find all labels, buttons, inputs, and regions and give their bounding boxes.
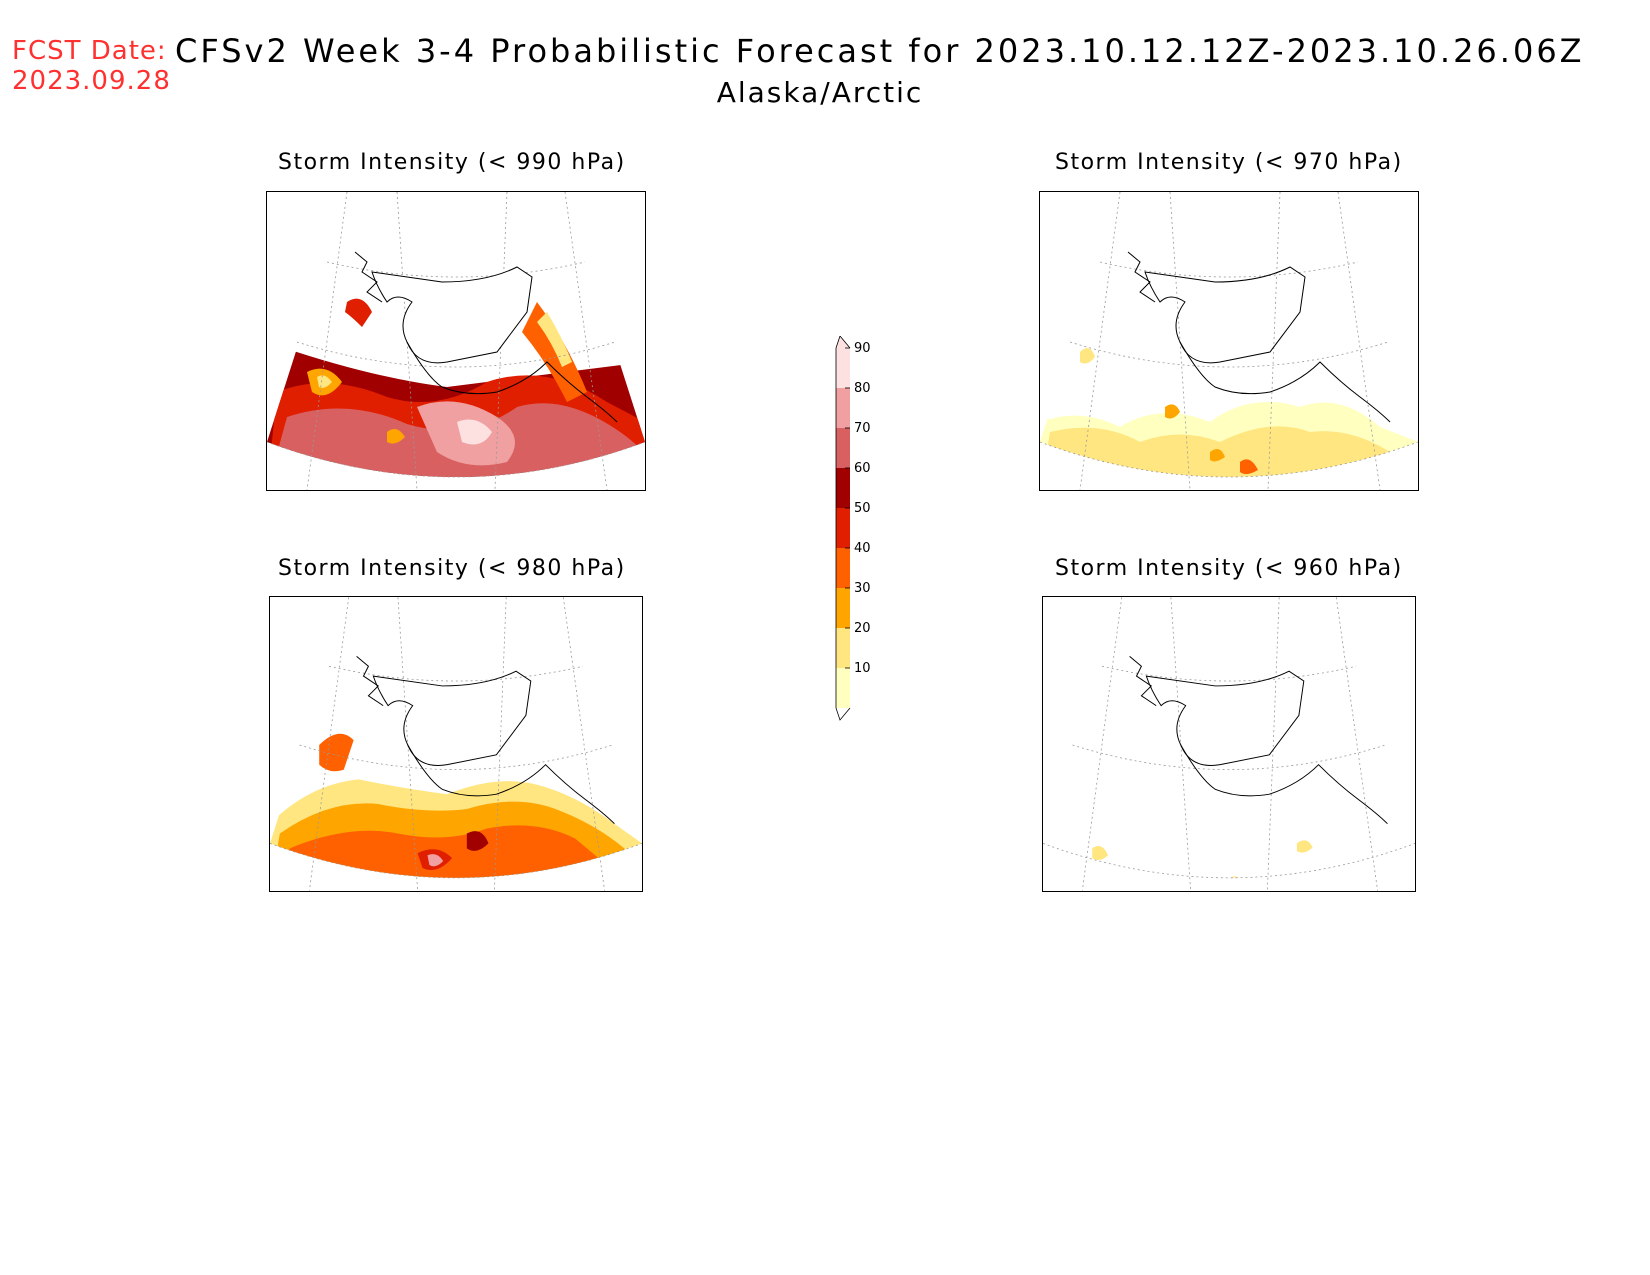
map-panel-980 [269,596,643,892]
colorbar-tick-label: 30 [854,581,871,596]
map-panel-990 [266,191,646,491]
colorbar-tick-label: 40 [854,541,871,556]
colorbar-segment [836,388,850,428]
map-svg-970 [1040,192,1418,490]
page-title: CFSv2 Week 3-4 Probabilistic Forecast fo… [175,32,1585,70]
colorbar-segment [836,468,850,508]
panel-title-970: Storm Intensity (< 970 hPa) [1055,150,1403,175]
colorbar-tick-label: 70 [854,421,871,436]
colorbar-tick-label: 50 [854,501,871,516]
map-svg-990 [267,192,645,490]
colorbar-legend: 10 20 30 40 50 60 70 80 90 [826,335,886,746]
map-svg-980 [270,597,642,891]
colorbar-tick-label: 60 [854,461,871,476]
fcst-date-value: 2023.09.28 [12,66,171,96]
colorbar-svg: 10 20 30 40 50 60 70 80 90 [835,335,871,721]
colorbar-segment [836,628,850,668]
fcst-date-label: FCST Date: [12,36,167,66]
colorbar-segment [836,668,850,708]
colorbar-segment [836,348,850,388]
colorbar-top-arrow [835,335,851,349]
colorbar-tick-label: 20 [854,621,871,636]
map-panel-960 [1042,596,1416,892]
colorbar-bottom-arrow [835,707,851,721]
colorbar-segment [836,508,850,548]
map-svg-960 [1043,597,1415,891]
map-panel-970 [1039,191,1419,491]
colorbar-tick-label: 80 [854,381,871,396]
panel-title-990: Storm Intensity (< 990 hPa) [278,150,626,175]
colorbar-tick-label: 10 [854,661,871,676]
panel-title-960: Storm Intensity (< 960 hPa) [1055,556,1403,581]
colorbar-segment [836,548,850,588]
colorbar-tick-label: 90 [854,341,871,356]
panel-title-980: Storm Intensity (< 980 hPa) [278,556,626,581]
colorbar-segment [836,588,850,628]
colorbar-segment [836,428,850,468]
region-subtitle: Alaska/Arctic [716,76,924,109]
